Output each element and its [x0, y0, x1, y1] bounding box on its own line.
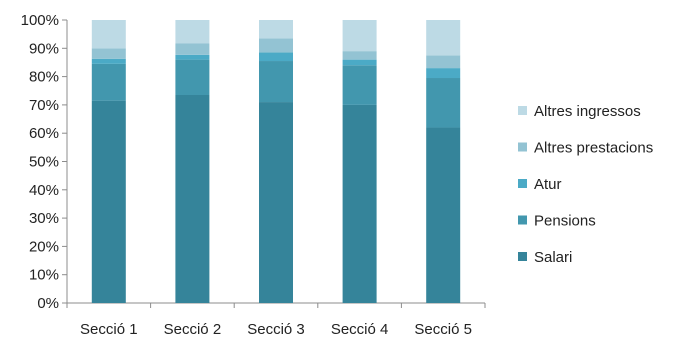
- y-tick-label: 90%: [29, 40, 59, 57]
- bar-segment-salari: [175, 94, 210, 304]
- x-tick-label: Secció 5: [414, 321, 472, 338]
- legend-swatch: [518, 252, 527, 261]
- bar-segment-pensions: [259, 61, 293, 103]
- bar-segment-altres-ingressos: [342, 20, 377, 52]
- bar-segment-salari: [342, 104, 377, 304]
- bar-stack: [259, 20, 293, 303]
- bar-segment-altres-prestacions: [342, 51, 377, 60]
- y-tick-label: 80%: [29, 69, 59, 86]
- y-tick-label: 20%: [29, 238, 59, 255]
- bar-segment-atur: [91, 58, 126, 64]
- x-axis: Secció 1 Secció 2 Secció 3 Secció 4 Secció 5: [66, 302, 486, 338]
- y-axis: 0% 10% 20% 30% 40% 50% 60% 70% 80% 90% 100%: [21, 12, 68, 312]
- bar-segment-altres-prestacions: [426, 55, 461, 69]
- legend-swatch: [518, 179, 527, 188]
- bar-stack: [175, 20, 210, 304]
- bar-segment-altres-prestacions: [175, 43, 210, 55]
- bar-segment-salari: [426, 127, 461, 303]
- x-tick-label: Secció 2: [164, 321, 222, 338]
- legend-item: Altres prestacions: [518, 140, 653, 157]
- y-tick-label: 0%: [37, 295, 59, 312]
- legend-label: Pensions: [534, 213, 596, 230]
- bars: [91, 20, 461, 304]
- bar-segment-altres-prestacions: [91, 48, 126, 59]
- legend-label: Atur: [534, 176, 562, 193]
- legend-item: Pensions: [518, 213, 596, 230]
- legend: Altres ingressos Altres prestacions Atur Pe…: [518, 103, 653, 266]
- bar-segment-altres-ingressos: [91, 20, 126, 49]
- y-tick-label: 60%: [29, 125, 59, 142]
- legend-swatch: [518, 106, 527, 115]
- bar-segment-altres-prestacions: [259, 38, 293, 53]
- bar-segment-pensions: [175, 59, 210, 95]
- bar-stack: [342, 20, 377, 304]
- legend-label: Salari: [534, 249, 572, 266]
- y-tick-label: 70%: [29, 97, 59, 114]
- legend-item: Atur: [518, 176, 562, 193]
- y-tick-label: 10%: [29, 267, 59, 284]
- bar-segment-altres-ingressos: [259, 20, 293, 39]
- legend-swatch: [518, 215, 527, 225]
- y-tick-label: 100%: [21, 12, 59, 29]
- legend-label: Altres ingressos: [534, 103, 641, 120]
- x-tick-label: Secció 1: [80, 321, 138, 338]
- y-tick-label: 50%: [29, 154, 59, 171]
- bar-segment-atur: [175, 54, 210, 60]
- bar-segment-pensions: [426, 78, 461, 128]
- x-tick-label: Secció 3: [247, 321, 305, 338]
- legend-label: Altres prestacions: [534, 140, 653, 157]
- bar-stack: [426, 20, 461, 303]
- bar-segment-salari: [259, 102, 293, 303]
- bar-segment-altres-ingressos: [426, 20, 461, 56]
- bar-segment-atur: [259, 52, 293, 62]
- x-tick-label: Secció 4: [331, 321, 389, 338]
- bar-segment-pensions: [91, 63, 126, 101]
- bar-segment-atur: [426, 68, 461, 79]
- legend-item: Altres ingressos: [518, 103, 641, 120]
- legend-item: Salari: [518, 249, 572, 266]
- bar-segment-atur: [342, 59, 377, 66]
- bar-segment-altres-ingressos: [175, 20, 210, 44]
- bar-segment-salari: [91, 100, 126, 303]
- y-tick-label: 30%: [29, 210, 59, 227]
- y-tick-label: 40%: [29, 182, 59, 199]
- bar-segment-pensions: [342, 65, 377, 105]
- bar-stack: [91, 20, 126, 303]
- legend-swatch: [518, 142, 527, 152]
